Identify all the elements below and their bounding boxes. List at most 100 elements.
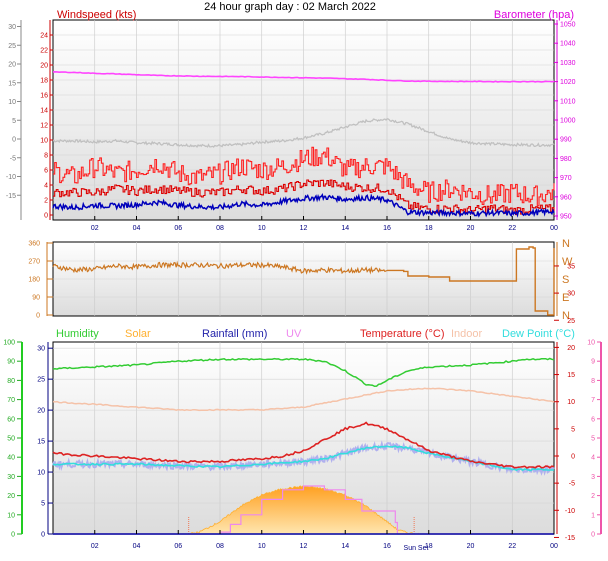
- baro-tick-label: 1010: [560, 98, 576, 105]
- humidity-tick-label: 90: [7, 359, 15, 366]
- uv-tick-label: 8: [591, 378, 595, 385]
- wind-tick-label: 20: [40, 63, 48, 70]
- direction-axis-ticks: 360 270 180 90 0: [28, 241, 53, 320]
- humidity-tick-label: 10: [7, 512, 15, 519]
- direction-tick-label: 360: [28, 241, 40, 248]
- uv-tick-label: 1: [591, 512, 595, 519]
- direction-gridlines: [53, 242, 554, 316]
- barometer-line: [52, 70, 555, 83]
- legend-item: UV: [286, 328, 302, 340]
- temp-ref-axis-ticks: 30 25 20 15 10 5 0 -5 -10 -15: [6, 20, 22, 220]
- temp-x-tick-label: 06: [174, 543, 182, 550]
- solar-axis-ticks: 30 25 20 15 10 5 0: [37, 342, 53, 539]
- temp-x-tick-label: 04: [133, 543, 141, 550]
- temp-tick-label: 25: [567, 318, 575, 325]
- wind-tick-label: 6: [44, 168, 48, 175]
- temp-x-tick-label: 20: [467, 543, 475, 550]
- wind-x-tick-label: 14: [341, 225, 349, 232]
- humidity-tick-label: 20: [7, 493, 15, 500]
- solar-tick-label: 15: [37, 439, 45, 446]
- temperature-line: [52, 421, 555, 469]
- legend-item: Humidity: [56, 328, 99, 340]
- wind-x-tick-label: 22: [508, 225, 516, 232]
- baro-tick-label: 950: [560, 214, 572, 221]
- baro-tick-label: 980: [560, 156, 572, 163]
- wind-x-tick-label: 10: [258, 225, 266, 232]
- temp-gridlines: [53, 342, 554, 534]
- temp-legend: Humidity Solar Rainfall (mm) UV Temperature …: [56, 328, 575, 340]
- temp-x-tick-label: 18: [425, 543, 433, 550]
- direction-tail-line: [387, 246, 555, 316]
- uv-tick-label: 4: [591, 455, 595, 462]
- wind-tick-label: 18: [40, 78, 48, 85]
- baro-axis-ticks: 1050 1040 1030 1020 1010 1000 990 980 970 960 950: [554, 20, 576, 221]
- temp-x-tick-label: 12: [300, 543, 308, 550]
- temp-tick-label: 5: [571, 426, 575, 433]
- wind-axis-label: Windspeed (kts): [57, 9, 136, 21]
- compass-label: N: [562, 238, 570, 250]
- temp-x-tick-label: 22: [508, 543, 516, 550]
- temp-x-tick-label: 14: [341, 543, 349, 550]
- compass-label: E: [562, 292, 569, 304]
- baro-tick-label: 1000: [560, 118, 576, 125]
- temp-x-tick-label: 16: [383, 543, 391, 550]
- temp-tick-label: -10: [565, 508, 575, 515]
- temp-ref-tick-label: -5: [10, 155, 16, 162]
- legend-item: Rainfall (mm): [202, 328, 267, 340]
- humidity-tick-label: 40: [7, 455, 15, 462]
- uv-tick-label: 10: [587, 340, 595, 347]
- direction-series: [52, 246, 555, 316]
- gust-line: [53, 146, 555, 207]
- solar-tick-label: 10: [37, 470, 45, 477]
- temp-ref-tick-label: 30: [8, 24, 16, 31]
- baro-tick-label: 1030: [560, 60, 576, 67]
- wind-x-tick-label: 06: [174, 225, 182, 232]
- baro-axis-label: Barometer (hpa): [494, 9, 574, 21]
- temp-tick-label: 30: [567, 291, 575, 298]
- chart-title: 24 hour graph day : 02 March 2022: [204, 1, 376, 13]
- wind-tick-label: 4: [44, 183, 48, 190]
- direction-tick-label: 180: [28, 277, 40, 284]
- wind-x-tick-label: 08: [216, 225, 224, 232]
- uv-tick-label: 3: [591, 474, 595, 481]
- uv-tick-label: 2: [591, 493, 595, 500]
- wind-x-tick-label: 20: [467, 225, 475, 232]
- temp-series: [52, 357, 555, 535]
- sun-set-label: Sun Set: [404, 545, 429, 552]
- temp-x-tick-label: 08: [216, 543, 224, 550]
- wind-tick-label: 12: [40, 123, 48, 130]
- legend-item: Dew Point (°C): [502, 328, 575, 340]
- temp-tick-label: 10: [567, 399, 575, 406]
- wind-tick-label: 24: [40, 33, 48, 40]
- uv-tick-label: 6: [591, 416, 595, 423]
- temp-ref-tick-label: 10: [8, 99, 16, 106]
- temp-ref-tick-label: -15: [6, 193, 16, 200]
- wind-x-tick-label: 12: [300, 225, 308, 232]
- temp-x-tick-label: 02: [91, 543, 99, 550]
- temp-ref-tick-label: 25: [8, 43, 16, 50]
- humidity-tick-label: 70: [7, 397, 15, 404]
- direction-tick-label: 0: [36, 313, 40, 320]
- temp-tick-label: 20: [567, 345, 575, 352]
- wind-tick-label: 2: [44, 198, 48, 205]
- indoor-line: [52, 387, 555, 412]
- temp-ref-tick-label: 20: [8, 62, 16, 69]
- compass-label: S: [562, 274, 569, 286]
- baro-tick-label: 990: [560, 137, 572, 144]
- temp-ref-tick-label: -10: [6, 174, 16, 181]
- legend-item: Solar: [125, 328, 151, 340]
- baro-tick-label: 1050: [560, 22, 576, 29]
- humidity-line: [52, 357, 555, 388]
- solar-tick-label: 20: [37, 408, 45, 415]
- uv-line: [53, 485, 554, 535]
- humidity-tick-label: 60: [7, 416, 15, 423]
- temp-ref-line: [52, 118, 555, 148]
- compass-label: W: [562, 256, 573, 268]
- direction-tick-label: 90: [32, 295, 40, 302]
- baro-tick-label: 970: [560, 175, 572, 182]
- wind-tick-label: 16: [40, 93, 48, 100]
